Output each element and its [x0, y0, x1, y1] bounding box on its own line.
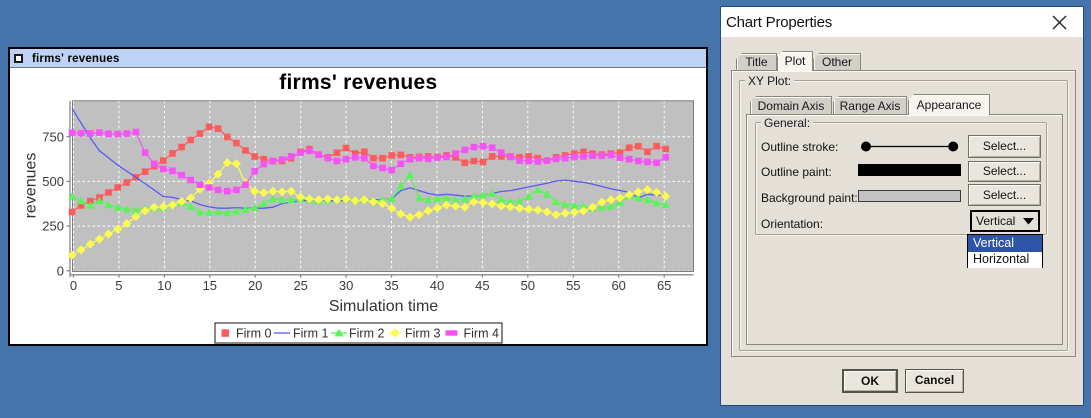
- svg-text:750: 750: [42, 129, 64, 144]
- svg-text:Firm 0: Firm 0: [236, 327, 271, 341]
- svg-text:30: 30: [339, 278, 353, 293]
- svg-text:10: 10: [157, 278, 171, 293]
- svg-text:Firm 4: Firm 4: [464, 327, 499, 341]
- svg-text:Firm 1: Firm 1: [293, 327, 328, 341]
- svg-text:Firm 2: Firm 2: [349, 327, 384, 341]
- svg-text:35: 35: [384, 278, 398, 293]
- svg-text:0: 0: [57, 263, 64, 278]
- svg-text:20: 20: [248, 278, 262, 293]
- svg-text:25: 25: [293, 278, 307, 293]
- svg-text:5: 5: [115, 278, 122, 293]
- svg-text:15: 15: [203, 278, 217, 293]
- svg-text:0: 0: [70, 278, 77, 293]
- svg-text:Simulation time: Simulation time: [329, 298, 438, 315]
- svg-text:Firm 3: Firm 3: [405, 327, 440, 341]
- svg-text:55: 55: [566, 278, 580, 293]
- svg-text:250: 250: [42, 219, 64, 234]
- svg-text:revenues: revenues: [23, 153, 40, 219]
- svg-text:500: 500: [42, 174, 64, 189]
- svg-text:65: 65: [657, 278, 671, 293]
- svg-text:50: 50: [521, 278, 535, 293]
- svg-text:45: 45: [475, 278, 489, 293]
- svg-text:60: 60: [611, 278, 625, 293]
- svg-text:40: 40: [430, 278, 444, 293]
- svg-text:firms' revenues: firms' revenues: [279, 71, 437, 94]
